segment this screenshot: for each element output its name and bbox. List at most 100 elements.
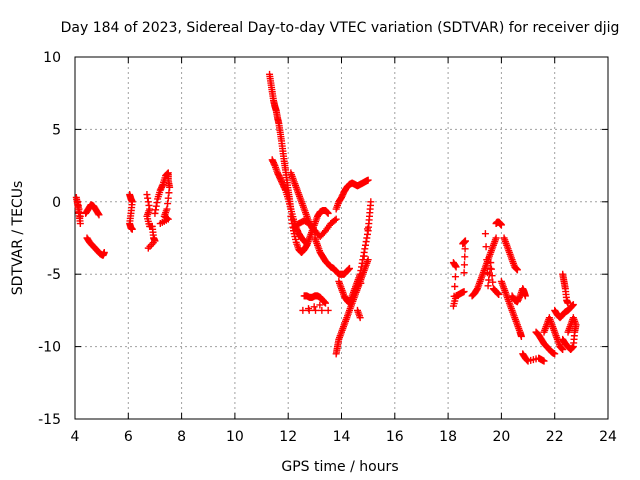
x-tick-label: 6 xyxy=(124,429,133,445)
y-tick-label: 5 xyxy=(52,122,61,138)
data-series xyxy=(497,277,525,340)
data-point xyxy=(345,264,353,272)
data-point xyxy=(100,248,108,256)
data-point xyxy=(322,299,330,307)
data-point xyxy=(305,306,313,314)
data-point xyxy=(451,273,459,281)
data-point xyxy=(564,299,572,307)
y-axis-title: SDTVAR / TECUs xyxy=(10,181,26,296)
data-point xyxy=(95,211,103,219)
data-point xyxy=(312,306,320,314)
data-point xyxy=(460,269,468,277)
data-point xyxy=(483,256,491,264)
data-point xyxy=(452,263,460,271)
data-point xyxy=(461,237,469,245)
x-tick-label: 18 xyxy=(439,429,457,445)
data-series xyxy=(266,70,295,213)
data-point xyxy=(513,266,521,274)
data-point xyxy=(144,244,152,252)
data-point xyxy=(324,209,332,217)
axis-ticks: 4 6 8 10 12 14 16 18 20 22 24 -15 -10 -5 0 5 10 xyxy=(38,50,617,445)
data-point xyxy=(367,198,375,206)
data-point xyxy=(521,292,529,300)
data-point xyxy=(128,225,136,233)
data-point xyxy=(487,259,495,267)
data-point xyxy=(76,212,84,220)
data-point xyxy=(318,306,326,314)
data-point xyxy=(495,290,503,298)
data-series xyxy=(126,191,136,233)
data-point xyxy=(540,357,548,365)
x-tick-label: 10 xyxy=(226,429,244,445)
data-point xyxy=(316,301,324,309)
data-point xyxy=(310,303,318,311)
data-point xyxy=(324,306,332,314)
x-tick-label: 20 xyxy=(492,429,510,445)
data-series xyxy=(311,234,353,278)
data-series xyxy=(143,191,159,252)
x-tick-label: 8 xyxy=(177,429,186,445)
y-tick-label: -5 xyxy=(47,267,61,283)
data-point xyxy=(488,272,496,280)
data-series xyxy=(459,237,469,277)
data-series xyxy=(468,234,500,300)
data-point xyxy=(492,234,500,242)
data-point xyxy=(156,220,164,228)
x-tick-label: 12 xyxy=(279,429,297,445)
data-series xyxy=(508,285,529,306)
data-point xyxy=(569,301,577,309)
data-series xyxy=(83,234,108,259)
data-point xyxy=(461,245,469,253)
data-series xyxy=(551,301,577,322)
data-series xyxy=(290,215,340,241)
x-axis-title: GPS time / hours xyxy=(281,459,398,475)
data-series xyxy=(332,176,372,213)
data-point xyxy=(497,221,505,229)
data-series xyxy=(72,193,84,228)
y-tick-label: 10 xyxy=(43,50,61,66)
data-series xyxy=(481,230,503,298)
data-series xyxy=(151,169,174,228)
data-point xyxy=(482,243,490,251)
data-point xyxy=(517,332,525,340)
data-point xyxy=(460,288,468,296)
x-tick-label: 16 xyxy=(386,429,404,445)
data-point xyxy=(481,230,489,238)
data-point xyxy=(364,176,372,184)
data-series xyxy=(540,314,567,353)
data-series xyxy=(500,234,521,274)
y-tick-label: -15 xyxy=(38,412,61,428)
data-series xyxy=(82,201,103,219)
data-point xyxy=(461,253,469,261)
data-point xyxy=(551,350,559,358)
data-point xyxy=(559,345,567,353)
x-tick-label: 4 xyxy=(71,429,80,445)
data-series xyxy=(492,218,505,229)
data-point xyxy=(357,279,365,287)
data-points xyxy=(72,70,580,365)
data-point xyxy=(451,283,459,291)
data-series xyxy=(519,350,548,365)
data-series xyxy=(532,328,559,358)
data-point xyxy=(489,278,497,286)
data-series xyxy=(335,198,375,322)
x-tick-label: 14 xyxy=(333,429,351,445)
data-point xyxy=(331,216,339,224)
y-tick-label: -10 xyxy=(38,340,61,356)
data-point xyxy=(356,314,364,322)
data-series xyxy=(299,292,332,314)
data-series xyxy=(449,259,468,310)
data-point xyxy=(564,328,572,336)
chart-title: Day 184 of 2023, Sidereal Day-to-day VTE… xyxy=(61,20,620,36)
data-point xyxy=(360,252,368,260)
data-series xyxy=(559,270,572,307)
data-point xyxy=(363,225,371,233)
data-point xyxy=(487,265,495,273)
data-point xyxy=(332,215,340,223)
data-point xyxy=(460,261,468,269)
x-tick-label: 22 xyxy=(546,429,564,445)
data-point xyxy=(299,306,307,314)
y-tick-label: 0 xyxy=(52,195,61,211)
data-series xyxy=(559,314,580,353)
